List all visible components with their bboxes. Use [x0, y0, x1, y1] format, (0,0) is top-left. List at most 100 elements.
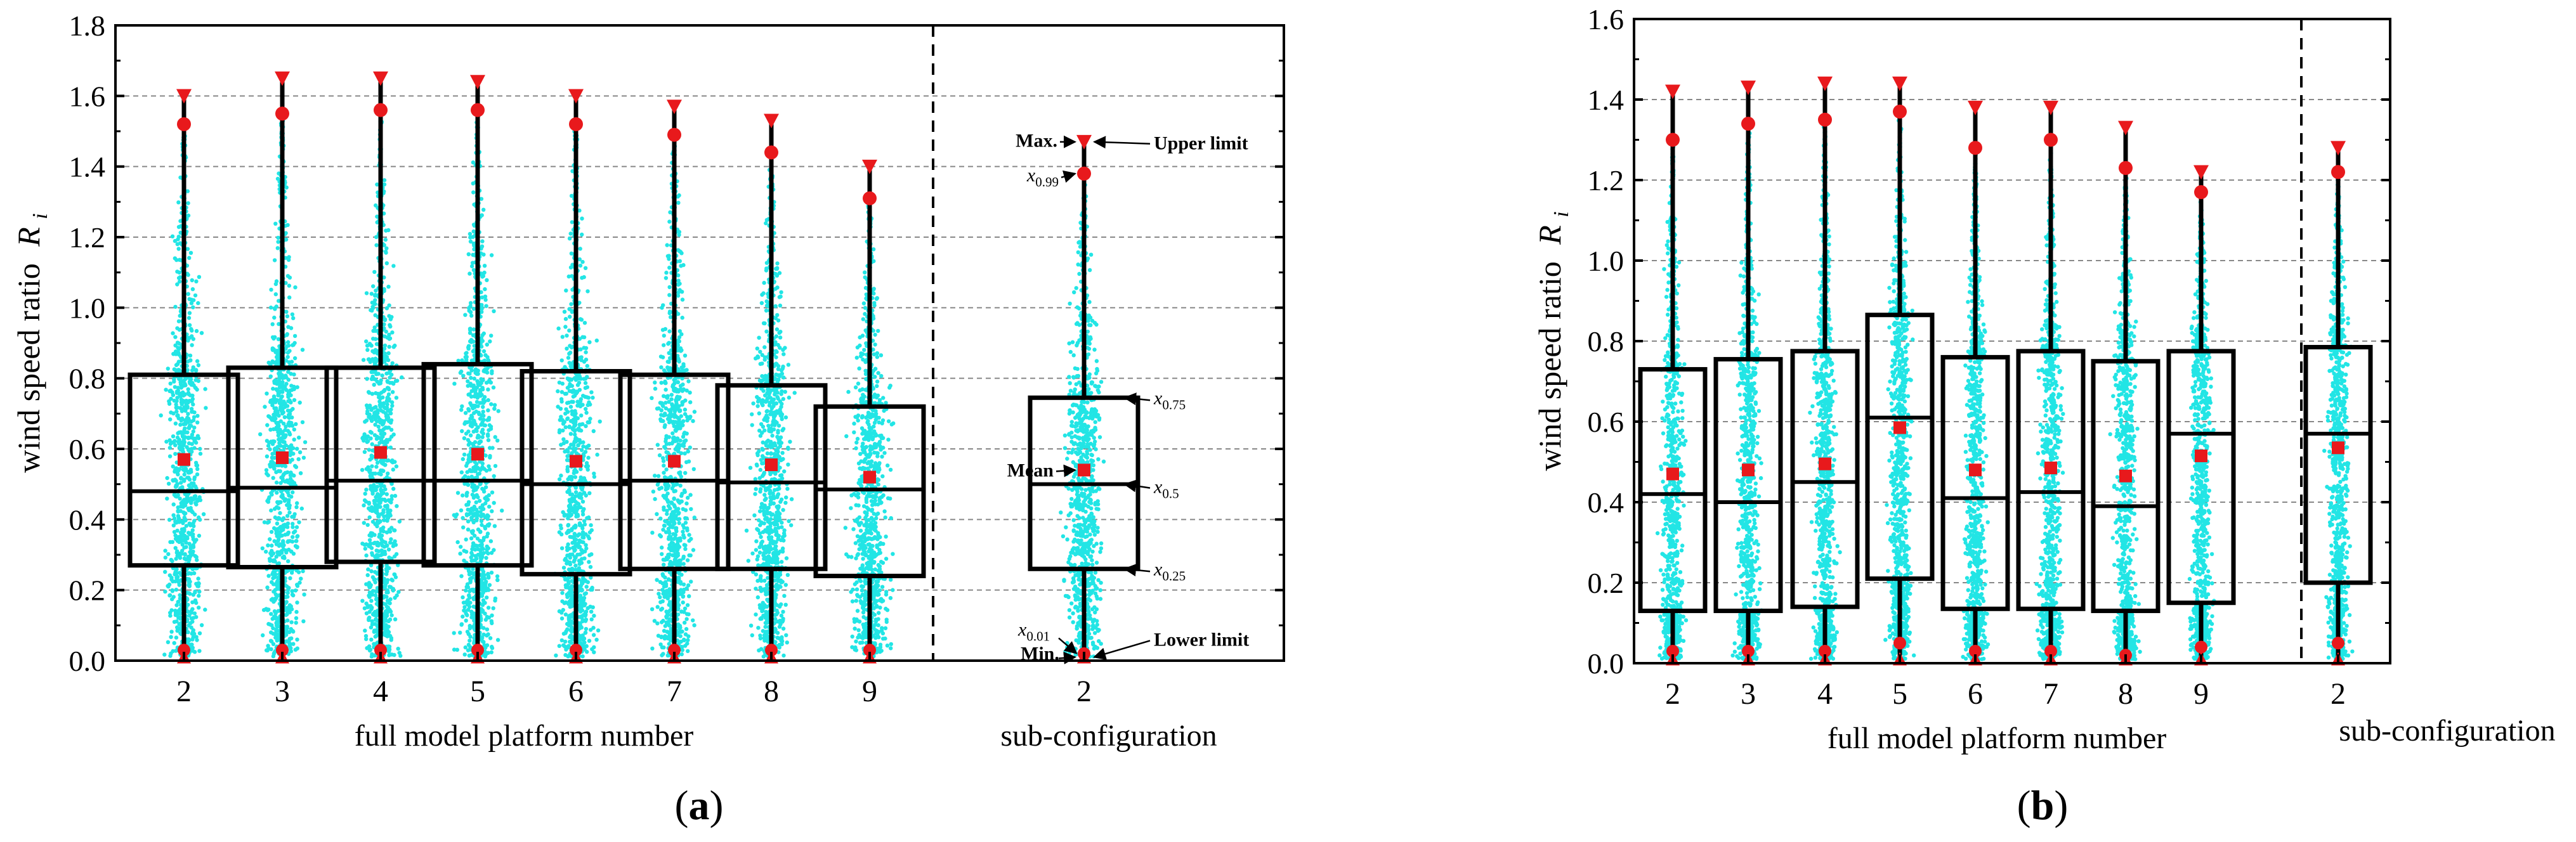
scatter-point	[181, 443, 186, 448]
scatter-point	[459, 369, 464, 374]
scatter-point	[382, 552, 388, 556]
scatter-point	[370, 622, 375, 626]
scatter-point	[174, 569, 178, 574]
scatter-point	[369, 408, 374, 412]
scatter-point	[272, 539, 277, 543]
scatter-point	[655, 443, 660, 447]
scatter-point	[360, 468, 365, 472]
scatter-point	[568, 503, 572, 507]
scatter-point	[487, 583, 492, 587]
scatter-point	[174, 635, 179, 640]
scatter-point	[369, 342, 373, 347]
scatter-point	[579, 448, 584, 452]
scatter-point	[677, 500, 682, 505]
scatter-point	[476, 513, 480, 517]
scatter-point	[584, 618, 589, 622]
scatter-point	[567, 361, 572, 365]
scatter-point	[462, 652, 467, 657]
scatter-point	[192, 475, 197, 480]
scatter-point	[488, 339, 492, 344]
scatter-point	[270, 359, 275, 364]
scatter-point	[492, 524, 497, 528]
scatter-point	[377, 395, 381, 399]
scatter-point	[393, 539, 397, 543]
scatter-point	[471, 386, 476, 391]
scatter-point	[272, 315, 277, 320]
scatter-point	[579, 355, 584, 359]
scatter-point	[490, 509, 494, 514]
scatter-point	[370, 308, 374, 313]
scatter-point	[562, 309, 567, 314]
scatter-point	[273, 350, 278, 354]
scatter-point	[489, 571, 494, 575]
scatter-point	[495, 438, 500, 443]
scatter-point	[285, 223, 290, 228]
scatter-point	[370, 531, 375, 536]
scatter-point	[573, 436, 578, 440]
scatter-point	[582, 453, 586, 458]
scatter-point	[280, 555, 285, 560]
scatter-point	[380, 373, 384, 378]
scatter-point	[466, 429, 471, 434]
scatter-point	[462, 559, 466, 563]
scatter-point	[195, 359, 200, 363]
scatter-point	[302, 592, 306, 597]
scatter-point	[484, 304, 488, 308]
scatter-point	[191, 402, 195, 407]
scatter-point	[270, 322, 275, 327]
scatter-point	[683, 407, 688, 412]
scatter-point	[483, 576, 487, 581]
scatter-point	[577, 428, 582, 432]
scatter-point	[177, 583, 181, 587]
scatter-point	[562, 514, 566, 518]
scatter-point	[584, 493, 588, 498]
scatter-point	[466, 379, 470, 384]
scatter-point	[669, 315, 673, 320]
scatter-point	[270, 580, 274, 585]
scatter-point	[300, 420, 305, 425]
scatter-point	[561, 437, 566, 441]
scatter-point	[285, 478, 289, 483]
scatter-point	[277, 372, 281, 377]
scatter-point	[466, 392, 471, 397]
scatter-point	[660, 418, 664, 424]
scatter-point	[471, 543, 476, 547]
scatter-point	[565, 595, 570, 599]
scatter-point	[480, 420, 485, 425]
scatter-point	[180, 552, 184, 556]
scatter-point	[565, 545, 570, 550]
scatter-point	[299, 506, 304, 511]
scatter-point	[573, 419, 578, 424]
scatter-point	[579, 397, 583, 401]
scatter-point	[295, 534, 299, 539]
scatter-point	[393, 617, 398, 621]
scatter-point	[572, 532, 577, 536]
scatter-point	[468, 327, 473, 331]
scatter-point	[383, 411, 388, 415]
scatter-point	[290, 592, 295, 597]
scatter-point	[474, 518, 479, 522]
scatter-point	[580, 488, 584, 492]
scatter-point	[468, 635, 473, 639]
scatter-point	[385, 503, 389, 508]
scatter-point	[273, 221, 278, 226]
scatter-point	[367, 470, 372, 474]
scatter-point	[657, 486, 662, 491]
scatter-point	[270, 572, 275, 576]
scatter-point	[372, 269, 377, 275]
scatter-point	[387, 303, 391, 308]
scatter-point	[467, 308, 471, 313]
scatter-point	[391, 467, 395, 472]
scatter-point	[188, 353, 193, 358]
scatter-point	[169, 410, 173, 415]
scatter-point	[264, 468, 269, 472]
scatter-point	[580, 524, 584, 528]
scatter-point	[584, 546, 589, 551]
scatter-point	[186, 531, 191, 535]
scatter-point	[182, 545, 186, 550]
scatter-point	[584, 350, 588, 354]
scatter-point	[275, 382, 279, 386]
scatter-point	[163, 589, 167, 594]
scatter-point	[668, 506, 672, 511]
scatter-point	[291, 534, 295, 540]
